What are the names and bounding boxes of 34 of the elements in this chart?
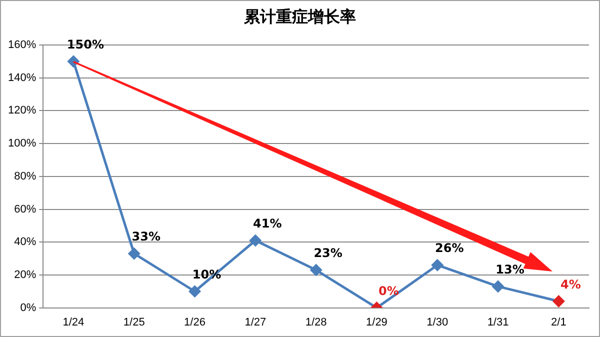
data-label: 41% (253, 216, 282, 231)
y-tick-label: 40% (14, 236, 36, 248)
data-label: 26% (435, 241, 464, 256)
point (432, 259, 444, 271)
y-tick-label: 20% (14, 268, 36, 281)
x-tick-label: 1/29 (366, 316, 388, 328)
point (189, 286, 201, 298)
point (250, 234, 262, 246)
data-label: 33% (132, 230, 160, 244)
x-tick-label: 1/24 (62, 316, 84, 328)
x-tick-label: 2/1 (551, 316, 566, 328)
data-label: 23% (314, 246, 342, 260)
point (128, 248, 140, 260)
data-label: 13% (496, 262, 524, 277)
chart-title: 累计重症增长率 (243, 7, 357, 28)
point (552, 295, 564, 307)
point (310, 264, 322, 276)
y-tick-label: 0% (20, 302, 36, 314)
x-tick-label: 1/30 (426, 316, 448, 328)
y-tick-label: 100% (8, 138, 36, 150)
y-tick-label: 160% (8, 39, 36, 52)
y-tick-label: 140% (8, 72, 36, 84)
x-tick-label: 1/26 (184, 316, 206, 328)
y-tick-label: 80% (14, 170, 36, 182)
y-tick-label: 120% (8, 104, 36, 117)
data-label: 4% (560, 277, 581, 292)
data-label: 150% (66, 38, 104, 52)
x-tick-label: 1/25 (123, 316, 145, 328)
x-tick-label: 1/31 (487, 316, 509, 328)
data-label: 0% (378, 284, 399, 298)
point (492, 280, 504, 292)
y-tick-label: 60% (14, 203, 36, 216)
x-tick-label: 1/28 (305, 316, 327, 328)
x-tick-label: 1/27 (244, 316, 266, 328)
